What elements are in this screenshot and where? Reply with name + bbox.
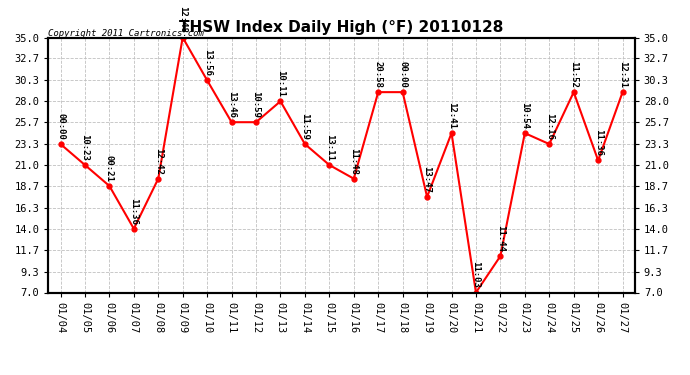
Text: 11:48: 11:48 xyxy=(349,148,358,174)
Text: 12:42: 12:42 xyxy=(154,148,163,174)
Text: 12:48: 12:48 xyxy=(178,6,187,33)
Text: 10:11: 10:11 xyxy=(276,70,285,97)
Text: 13:56: 13:56 xyxy=(203,49,212,76)
Text: 12:41: 12:41 xyxy=(447,102,456,129)
Text: 20:58: 20:58 xyxy=(374,61,383,88)
Text: 13:11: 13:11 xyxy=(325,134,334,161)
Text: 00:00: 00:00 xyxy=(56,113,65,140)
Text: 00:00: 00:00 xyxy=(398,61,407,88)
Text: 11:36: 11:36 xyxy=(129,198,138,225)
Text: 10:54: 10:54 xyxy=(520,102,529,129)
Text: 12:31: 12:31 xyxy=(618,61,627,88)
Text: 13:46: 13:46 xyxy=(227,91,236,118)
Text: 11:52: 11:52 xyxy=(569,61,578,88)
Text: 10:59: 10:59 xyxy=(252,91,261,118)
Title: THSW Index Daily High (°F) 20110128: THSW Index Daily High (°F) 20110128 xyxy=(179,20,504,35)
Text: Copyright 2011 Cartronics.com: Copyright 2011 Cartronics.com xyxy=(48,28,204,38)
Text: 13:47: 13:47 xyxy=(422,166,431,193)
Text: 12:16: 12:16 xyxy=(545,113,554,140)
Text: 11:36: 11:36 xyxy=(593,129,602,156)
Text: 10:23: 10:23 xyxy=(81,134,90,161)
Text: 11:59: 11:59 xyxy=(300,113,309,140)
Text: 11:44: 11:44 xyxy=(496,225,505,252)
Text: 00:21: 00:21 xyxy=(105,155,114,182)
Text: 11:03: 11:03 xyxy=(471,261,480,288)
